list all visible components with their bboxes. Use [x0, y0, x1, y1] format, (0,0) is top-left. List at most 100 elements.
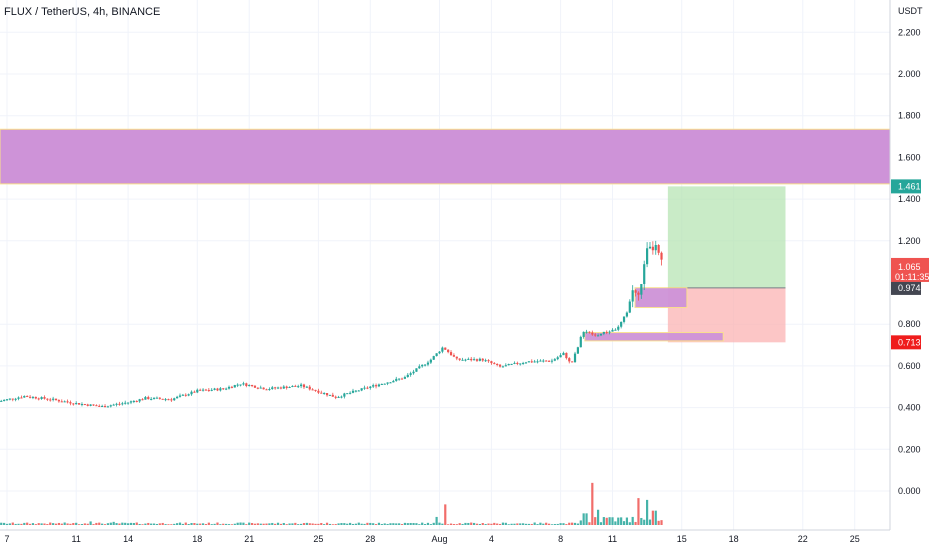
candle-body — [155, 397, 159, 399]
volume-bar — [291, 523, 294, 525]
volume-bar — [121, 522, 124, 525]
symbol-title[interactable]: FLUX / TetherUS, 4h, BINANCE — [4, 6, 161, 18]
volume-bar — [605, 517, 608, 525]
volume-bar — [651, 510, 654, 525]
candle-body — [49, 399, 52, 401]
candle-body — [225, 388, 228, 390]
volume-bar — [92, 524, 95, 525]
volume-bar — [34, 524, 37, 525]
candle-body — [46, 398, 49, 400]
volume-bar — [510, 523, 513, 525]
candle-body — [611, 329, 614, 332]
candle-body — [190, 391, 193, 395]
volume-bar — [245, 524, 248, 525]
candle-body — [199, 389, 202, 391]
candle-body — [181, 394, 184, 396]
volume-bar — [513, 523, 516, 525]
volume-bar — [533, 522, 536, 525]
candle-body — [438, 351, 441, 354]
candle-body — [276, 387, 280, 389]
candle-body — [291, 385, 294, 388]
volume-bar — [219, 524, 222, 525]
volume-bar — [496, 523, 499, 525]
candle-body — [248, 385, 251, 387]
candle-body — [101, 406, 104, 408]
x-tick-label: 8 — [558, 534, 563, 544]
candle-body — [204, 389, 208, 391]
candle-body — [72, 403, 75, 405]
candle-body — [245, 383, 248, 386]
candle-body — [475, 359, 479, 361]
candle-body — [421, 364, 424, 367]
volume-bar — [579, 520, 582, 525]
candle-body — [559, 355, 562, 358]
candle-body — [305, 386, 308, 388]
volume-bar — [325, 522, 329, 525]
candle-body — [135, 400, 138, 402]
countdown-tag: 01:11:35 — [895, 272, 929, 282]
volume-bar — [54, 523, 58, 525]
candle-body — [346, 393, 349, 395]
candle-body — [187, 394, 190, 396]
y-tick-label: 1.400 — [898, 194, 921, 204]
volume-bar — [141, 524, 144, 525]
volume-bar — [331, 524, 334, 525]
volume-bar — [46, 524, 49, 525]
candle-body — [297, 386, 300, 388]
candle-body — [617, 326, 620, 330]
volume-bar — [77, 524, 81, 525]
candle-body — [112, 404, 115, 406]
candle-body — [242, 383, 245, 385]
candle-body — [498, 364, 502, 367]
candle-body — [23, 396, 26, 398]
volume-bar — [617, 517, 620, 525]
volume-bar — [582, 513, 585, 525]
candle-body — [331, 394, 334, 397]
target-price-tag-bg — [891, 179, 921, 194]
volume-bar — [227, 524, 231, 525]
volume-bar — [230, 524, 233, 525]
x-tick-label: 28 — [365, 534, 375, 544]
price-axis[interactable]: USDT 2.200 2.000 1.800 1.600 1.400 1.200 0.800… — [889, 0, 923, 530]
candle-body — [170, 399, 173, 401]
candle-body — [216, 388, 219, 391]
candle-body — [654, 245, 657, 251]
volume-bar — [147, 522, 150, 525]
time-axis[interactable]: 7 11 14 18 21 25 28 Aug 4 8 11 15 18 22 25 — [0, 529, 890, 544]
y-tick-label: 1.600 — [898, 152, 921, 162]
candle-body — [614, 329, 617, 331]
volume-bar — [83, 523, 86, 525]
candle-body — [556, 357, 559, 360]
volume-bar — [308, 523, 311, 525]
candle-body — [184, 394, 187, 396]
volume-bar — [432, 522, 435, 525]
candle-body — [487, 360, 490, 362]
candle-body — [470, 358, 473, 361]
volume-bar — [571, 522, 574, 525]
candle-body — [651, 246, 654, 251]
volume-bar — [106, 523, 110, 525]
candle-body — [513, 362, 516, 364]
volume-bar — [458, 523, 461, 525]
candle-body — [576, 347, 579, 354]
candle-body — [542, 360, 545, 362]
candle-body — [138, 399, 141, 402]
candle-body — [98, 405, 101, 407]
candle-body — [250, 385, 254, 387]
volume-bar — [225, 523, 228, 525]
candle-body — [473, 359, 476, 361]
candle-body — [516, 362, 519, 364]
volume-bar — [164, 524, 167, 525]
volume-bar — [98, 522, 101, 525]
volume-bar — [556, 523, 559, 525]
volume-bar — [109, 522, 112, 525]
volume-bar — [294, 522, 297, 525]
candle-body — [553, 359, 556, 361]
volume-bar — [40, 523, 43, 525]
candle-body — [646, 248, 649, 265]
candle-body — [11, 398, 14, 400]
candle-body — [648, 246, 652, 249]
candle-body — [536, 361, 539, 363]
candle-body — [380, 383, 383, 385]
